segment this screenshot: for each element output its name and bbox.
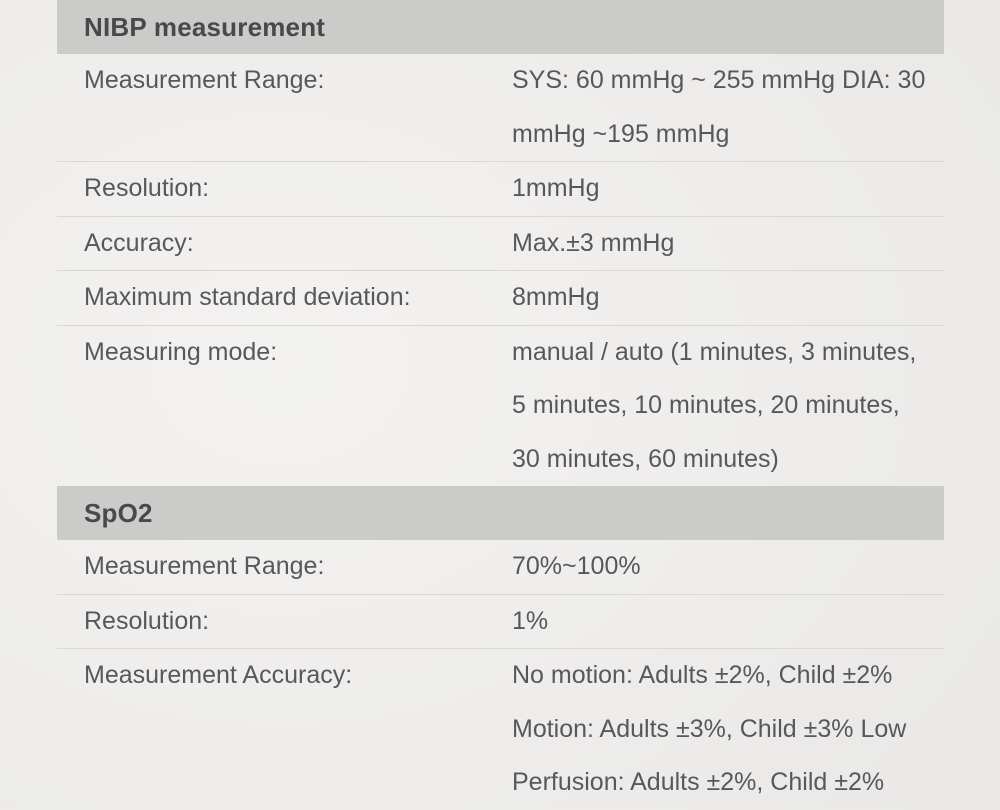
spec-row-measurement-range: Measurement Range: SYS: 60 mmHg ~ 255 mm… — [57, 54, 944, 162]
spec-label: Accuracy: — [84, 228, 194, 257]
spec-value: 8mmHg — [512, 283, 600, 311]
spec-label: Measurement Range: — [84, 552, 325, 580]
spec-label: Resolution: — [84, 606, 210, 635]
spec-label: Measurement Accuracy: — [84, 661, 353, 689]
section-header-spo2: SpO2 — [57, 486, 944, 540]
spec-row-accuracy: Accuracy: Max.±3 mmHg — [57, 217, 944, 271]
spec-sheet: NIBP measurement Measurement Range: SYS:… — [57, 0, 944, 810]
spec-label: Measurement Range: — [84, 66, 325, 94]
spec-row-max-standard-deviation: Maximum standard deviation: 8mmHg — [57, 271, 944, 326]
section-title: NIBP measurement — [84, 12, 326, 42]
spec-value: 1mmHg — [512, 174, 600, 202]
spec-row-measurement-range: Measurement Range: 70%~100% — [57, 540, 944, 595]
spec-section-nibp: NIBP measurement Measurement Range: SYS:… — [57, 0, 944, 486]
section-header-nibp: NIBP measurement — [57, 0, 944, 54]
spec-section-spo2: SpO2 Measurement Range: 70%~100% Resolut… — [57, 486, 944, 810]
spec-label: Maximum standard deviation: — [84, 283, 411, 311]
spec-label: Resolution: — [84, 174, 210, 202]
spec-row-measurement-accuracy: Measurement Accuracy: No motion: Adults … — [57, 649, 944, 810]
spec-value: Max.±3 mmHg — [512, 228, 675, 257]
section-title: SpO2 — [84, 498, 153, 528]
spec-value: 70%~100% — [512, 552, 641, 580]
spec-row-measuring-mode: Measuring mode: manual / auto (1 minutes… — [57, 326, 944, 487]
spec-label: Measuring mode: — [84, 337, 278, 366]
spec-value: No motion: Adults ±2%, Child ±2% Motion:… — [512, 661, 907, 796]
spec-row-resolution: Resolution: 1mmHg — [57, 162, 944, 217]
spec-value: manual / auto (1 minutes, 3 minutes, 5 m… — [512, 337, 917, 473]
spec-row-resolution: Resolution: 1% — [57, 595, 944, 649]
spec-value: 1% — [512, 606, 549, 635]
spec-value: SYS: 60 mmHg ~ 255 mmHg DIA: 30 mmHg ~19… — [512, 66, 926, 148]
